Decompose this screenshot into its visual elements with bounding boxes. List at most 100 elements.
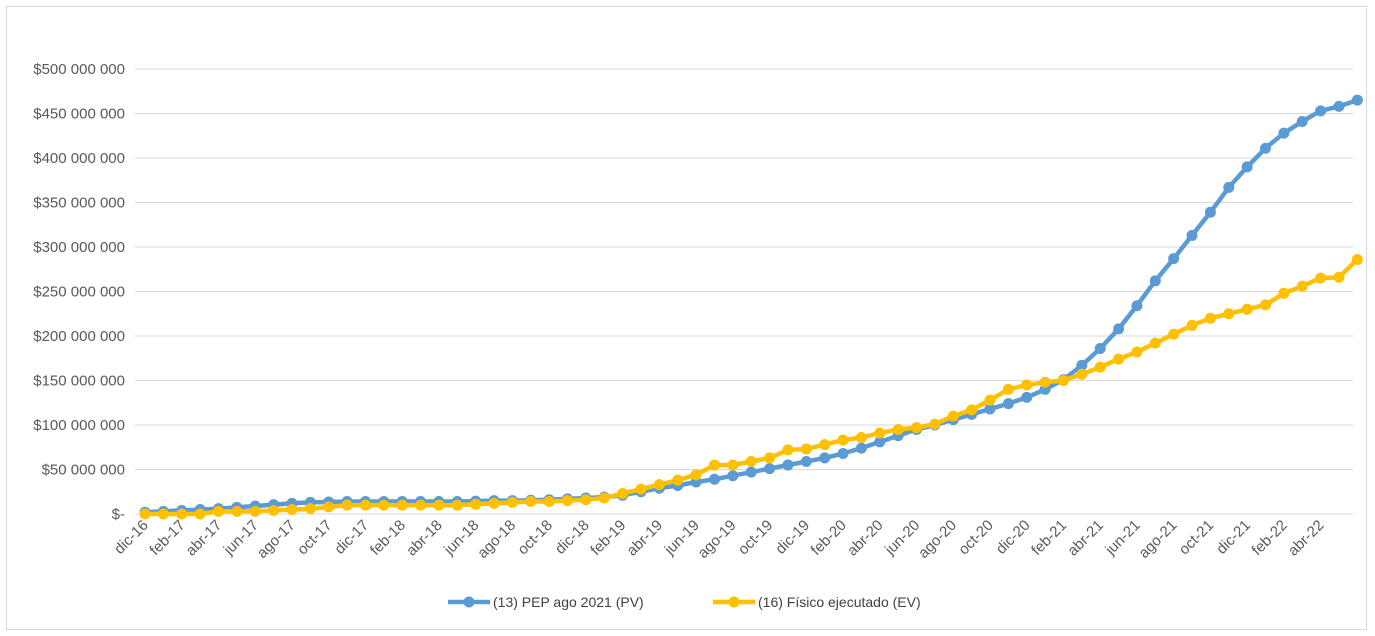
x-tick-label: abr-20 — [844, 517, 887, 560]
y-tick-label: $- — [112, 506, 125, 523]
data-point — [1333, 100, 1345, 112]
data-point — [1223, 308, 1235, 320]
data-point — [543, 496, 555, 508]
data-point — [635, 483, 647, 495]
data-point — [1131, 300, 1143, 312]
data-point — [672, 474, 684, 486]
x-tick-label: ago-21 — [1135, 517, 1180, 562]
data-point — [194, 508, 206, 520]
y-tick-label: $150 000 000 — [33, 373, 125, 390]
data-point — [1260, 142, 1272, 154]
x-tick-label: ago-20 — [915, 517, 960, 562]
data-point — [837, 447, 849, 459]
data-point — [1113, 353, 1125, 365]
gridlines — [135, 68, 1353, 515]
data-point — [1149, 275, 1161, 287]
data-point — [1351, 94, 1363, 106]
data-point — [782, 444, 794, 456]
data-point — [1094, 342, 1106, 354]
data-point — [212, 505, 224, 517]
x-tick-label: oct-21 — [1176, 517, 1218, 559]
data-point — [947, 410, 959, 422]
legend-marker — [463, 596, 475, 608]
data-point — [1278, 127, 1290, 139]
data-point — [1315, 105, 1327, 117]
data-point — [1002, 383, 1014, 395]
data-point — [1204, 206, 1216, 218]
data-point — [415, 499, 427, 511]
data-point — [488, 497, 500, 509]
data-point — [1296, 280, 1308, 292]
data-point — [1186, 229, 1198, 241]
data-point — [157, 508, 169, 520]
data-point — [286, 504, 298, 516]
data-point — [396, 499, 408, 511]
data-point — [892, 423, 904, 435]
data-point — [1333, 271, 1345, 283]
legend-label: (16) Físico ejecutado (EV) — [758, 594, 921, 610]
y-tick-label: $400 000 000 — [33, 150, 125, 167]
data-point — [598, 492, 610, 504]
x-tick-label: dic-20 — [993, 517, 1034, 558]
data-point — [139, 508, 151, 520]
data-point — [819, 439, 831, 451]
data-point — [176, 508, 188, 520]
data-point — [268, 504, 280, 516]
data-point — [782, 459, 794, 471]
y-tick-label: $200 000 000 — [33, 328, 125, 345]
data-point — [984, 394, 996, 406]
data-point — [1351, 253, 1363, 265]
y-tick-label: $350 000 000 — [33, 195, 125, 212]
data-point — [359, 499, 371, 511]
x-tick-label: feb-20 — [808, 517, 850, 559]
data-point — [855, 442, 867, 454]
x-tick-label: dic-18 — [552, 517, 593, 558]
data-point — [1278, 287, 1290, 299]
series-2 — [139, 253, 1363, 520]
data-point — [708, 473, 720, 485]
line-chart: $- $50 000 000 $100 000 000 $150 000 000 $20… — [33, 61, 1363, 610]
legend-marker — [728, 596, 740, 608]
x-tick-label: abr-22 — [1285, 517, 1328, 560]
data-point — [1168, 253, 1180, 265]
data-point — [1260, 299, 1272, 311]
data-point — [800, 455, 812, 467]
data-point — [341, 499, 353, 511]
data-point — [304, 503, 316, 515]
y-tick-label: $450 000 000 — [33, 106, 125, 123]
x-tick-label: feb-18 — [367, 517, 409, 559]
data-point — [1149, 337, 1161, 349]
data-point — [1021, 391, 1033, 403]
y-tick-label: $300 000 000 — [33, 239, 125, 256]
data-point — [745, 455, 757, 467]
x-tick-label: ago-18 — [474, 517, 519, 562]
x-tick-label: feb-21 — [1028, 517, 1070, 559]
legend: (13) PEP ago 2021 (PV) (16) Físico ejecut… — [448, 594, 921, 610]
data-point — [1168, 328, 1180, 340]
data-point — [1021, 379, 1033, 391]
data-point — [470, 498, 482, 510]
data-point — [1241, 303, 1253, 315]
x-tick-label: dic-19 — [772, 517, 813, 558]
data-point — [874, 427, 886, 439]
x-tick-label: feb-22 — [1249, 517, 1291, 559]
data-point — [727, 470, 739, 482]
data-point — [1315, 272, 1327, 284]
data-point — [764, 452, 776, 464]
x-tick-label: abr-19 — [623, 517, 666, 560]
x-tick-label: feb-17 — [146, 517, 188, 559]
data-point — [1094, 361, 1106, 373]
data-point — [764, 463, 776, 475]
x-tick-label: ago-17 — [254, 517, 299, 562]
x-tick-label: oct-18 — [514, 517, 556, 559]
x-tick-label: abr-18 — [403, 517, 446, 560]
data-point — [561, 495, 573, 507]
data-point — [1131, 346, 1143, 358]
series-lines — [139, 94, 1363, 520]
data-point — [1223, 181, 1235, 193]
data-point — [837, 434, 849, 446]
data-point — [231, 505, 243, 517]
data-point — [525, 496, 537, 508]
data-point — [984, 403, 996, 415]
data-point — [249, 505, 261, 517]
